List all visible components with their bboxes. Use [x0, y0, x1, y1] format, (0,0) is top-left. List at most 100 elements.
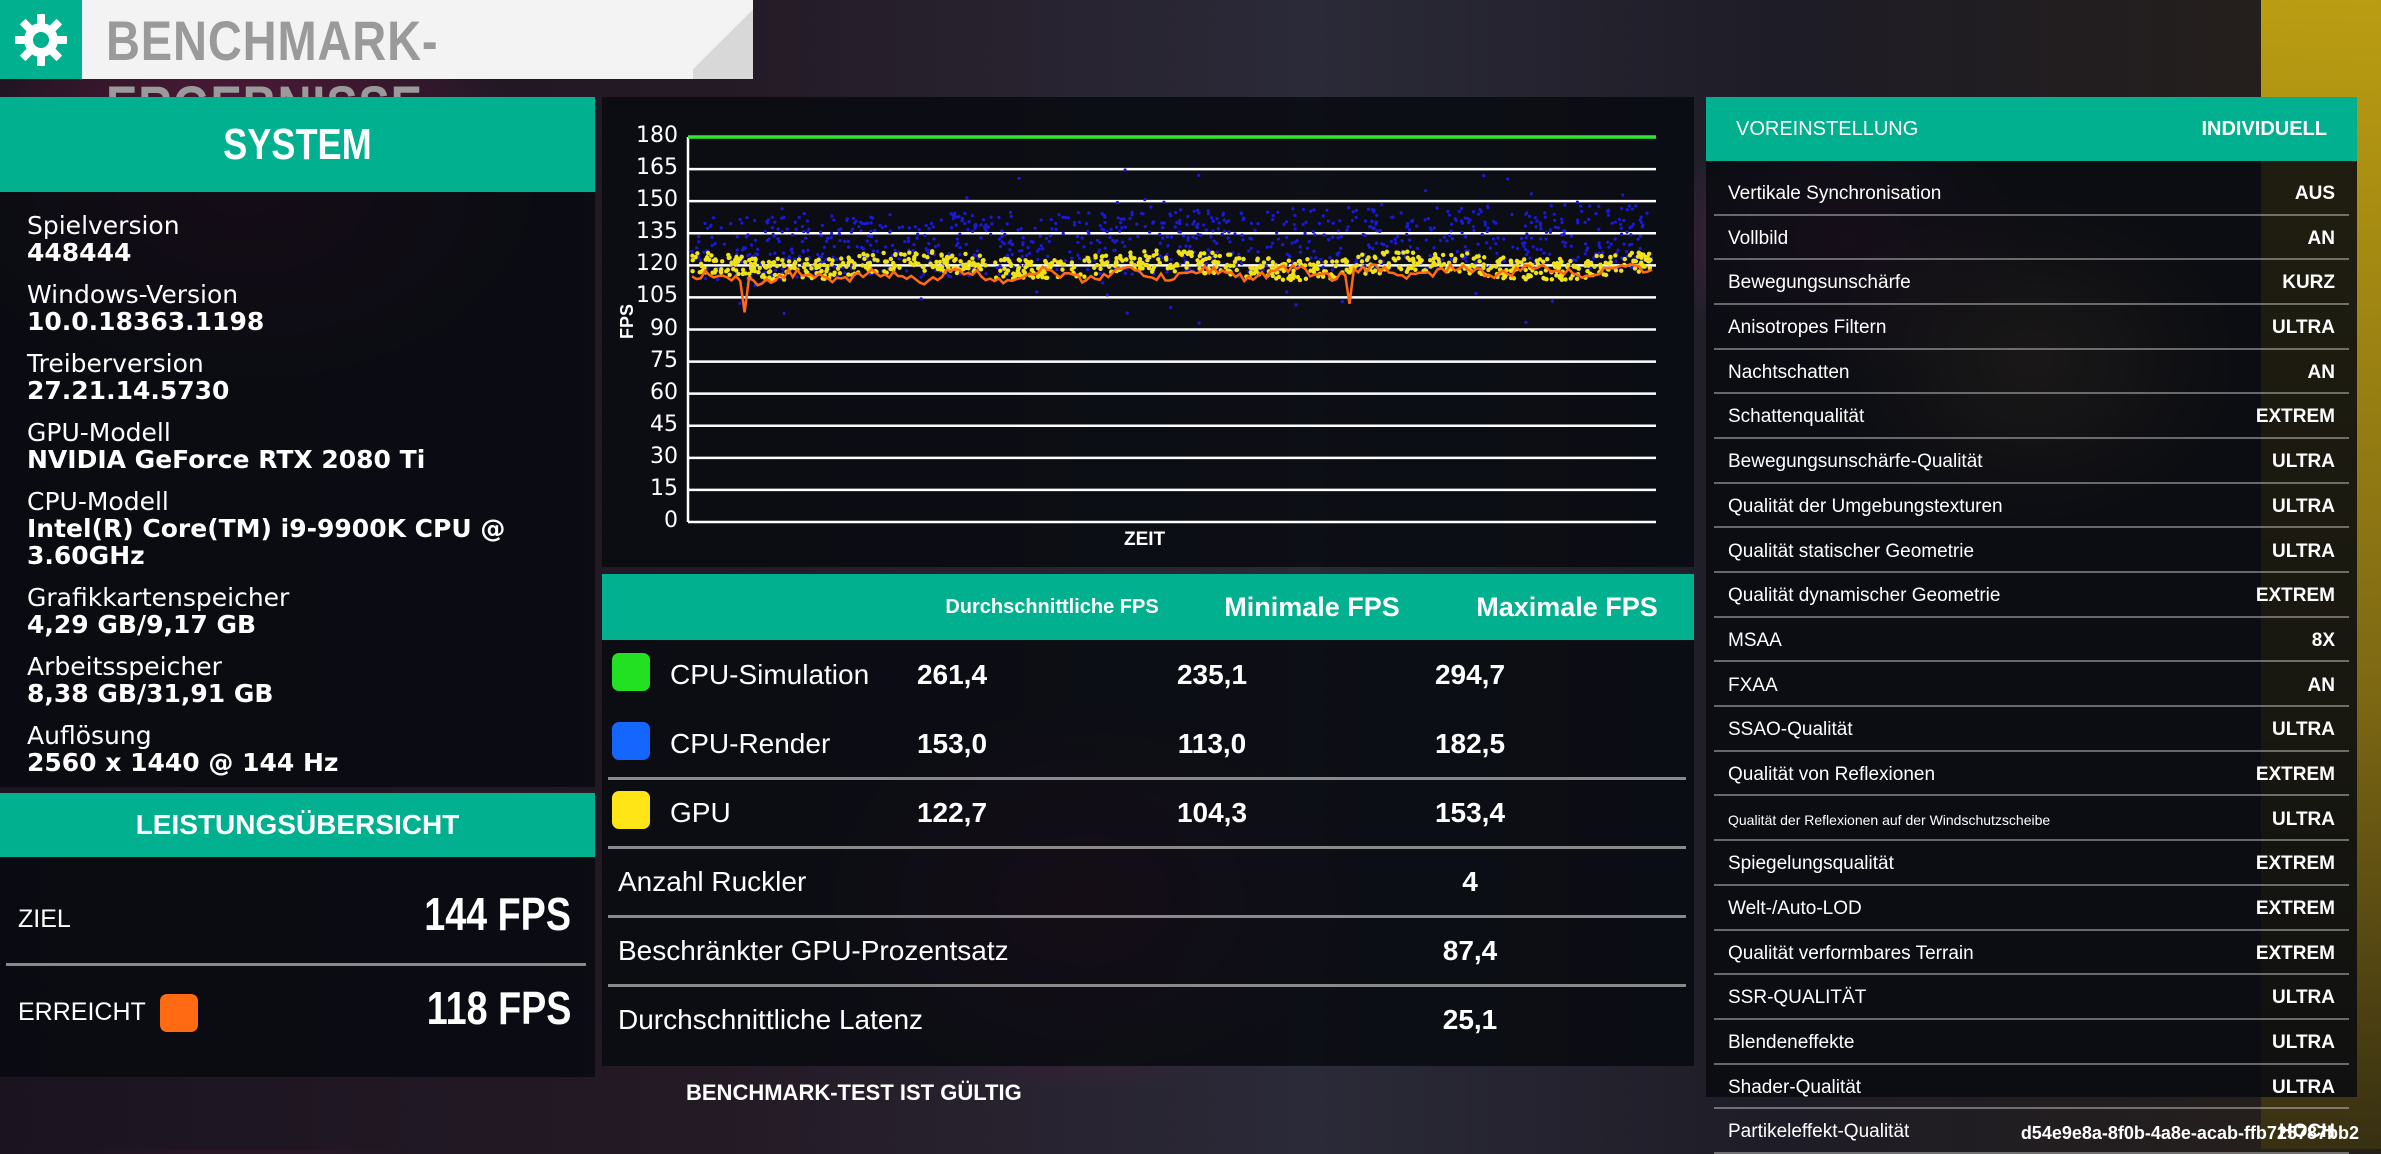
gpu-point [732, 258, 738, 263]
cpu-render-point [1161, 256, 1165, 260]
setting-row[interactable]: Bewegungsunschärfe KURZ [1714, 262, 2349, 305]
setting-name: Welt-/Auto-LOD [1728, 898, 1862, 919]
achieved-row: ERREICHT 118 FPS [0, 967, 595, 1057]
setting-row[interactable]: Schattenqualität EXTREM [1714, 396, 2349, 439]
cpu-render-point [1095, 238, 1100, 243]
preset-value: INDIVIDUELL [2201, 117, 2327, 140]
setting-row[interactable]: SSAO-Qualität ULTRA [1714, 709, 2349, 752]
cpu-render-point [791, 251, 795, 255]
cpu-render-point [820, 252, 825, 256]
setting-row[interactable]: MSAA 8X [1714, 620, 2349, 663]
cpu-render-point [1111, 238, 1115, 243]
gpu-point [690, 253, 695, 258]
setting-row[interactable]: SSR-QUALITÄT ULTRA [1714, 977, 2349, 1020]
cpu-render-point [1407, 228, 1412, 232]
cpu-render-point [1622, 218, 1626, 223]
cpu-render-point [1242, 216, 1246, 220]
gpu-point [821, 262, 827, 268]
system-info-label: GPU-Modell [27, 418, 171, 447]
gpu-point [934, 259, 939, 265]
cpu-render-point [995, 266, 999, 270]
gpu-point [851, 265, 857, 270]
cpu-render-point [1410, 219, 1414, 224]
gpu-point [1014, 271, 1020, 276]
cpu-render-point [888, 213, 892, 217]
gpu-point [1069, 267, 1075, 272]
cpu-render-point [1502, 237, 1506, 241]
setting-row[interactable]: Blendeneffekte ULTRA [1714, 1022, 2349, 1065]
cpu-render-point [1535, 219, 1539, 223]
setting-row[interactable]: Nachtschatten AN [1714, 352, 2349, 395]
cpu-render-point [1000, 235, 1004, 239]
cpu-render-point [1039, 218, 1043, 222]
cpu-render-point [1375, 213, 1379, 217]
gear-icon[interactable] [0, 0, 82, 79]
cpu-render-point [832, 244, 836, 249]
setting-row[interactable]: Qualität von Reflexionen EXTREM [1714, 754, 2349, 797]
gpu-point [1137, 256, 1143, 262]
setting-row[interactable]: Qualität statischer Geometrie ULTRA [1714, 531, 2349, 573]
gpu-point [1100, 262, 1105, 267]
cpu-render-point [1128, 237, 1132, 241]
cpu-render-point [1336, 229, 1340, 233]
stats-min-value: 113,0 [1177, 728, 1247, 759]
gpu-point [1613, 253, 1618, 258]
cpu-render-point [795, 275, 799, 279]
cpu-render-point [744, 235, 748, 239]
setting-row[interactable]: Qualität dynamischer Geometrie EXTREM [1714, 575, 2349, 618]
cpu-render-point [1609, 242, 1613, 246]
gpu-point [1170, 265, 1176, 270]
cpu-render-point [1576, 255, 1580, 259]
cpu-render-point [773, 251, 777, 255]
gpu-point [748, 266, 754, 271]
chart-plot [686, 135, 1656, 524]
setting-row[interactable]: Vertikale Synchronisation AUS [1714, 173, 2349, 216]
gpu-point [938, 267, 944, 272]
setting-row[interactable]: Bewegungsunschärfe-Qualität ULTRA [1714, 441, 2349, 484]
cpu-render-point [1511, 245, 1515, 249]
gpu-point [713, 258, 719, 264]
cpu-render-point [704, 276, 708, 281]
system-info-label: Windows-Version [27, 280, 239, 309]
gpu-point [937, 259, 943, 265]
setting-row[interactable]: Vollbild AN [1714, 218, 2349, 261]
cpu-render-point [1631, 222, 1635, 226]
gpu-point [1307, 262, 1313, 267]
settings-list: Vertikale Synchronisation AUS Vollbild AN Be… [1706, 173, 2357, 1154]
setting-row[interactable]: Welt-/Auto-LOD EXTREM [1714, 888, 2349, 931]
cpu-render-point [1215, 241, 1219, 245]
setting-row[interactable]: Spiegelungsqualität EXTREM [1714, 843, 2349, 886]
system-info-list: Spielversion 448444 Windows-Version 10.0.18… [0, 192, 595, 776]
gpu-point [1440, 252, 1446, 258]
cpu-render-point [1614, 220, 1618, 224]
setting-row[interactable]: Qualität verformbares Terrain EXTREM [1714, 933, 2349, 976]
setting-row[interactable]: Qualität der Reflexionen auf der Windsch… [1714, 799, 2349, 842]
cpu-render-point [1298, 250, 1303, 254]
cpu-render-point [1055, 268, 1059, 272]
gpu-point [1128, 250, 1133, 255]
gpu-point [1323, 259, 1328, 265]
setting-row[interactable]: Qualität der Umgebungstexturen ULTRA [1714, 486, 2349, 529]
cpu-render-point [1291, 207, 1295, 211]
setting-row[interactable]: FXAA AN [1714, 665, 2349, 708]
cpu-render-point [1123, 244, 1127, 248]
setting-row[interactable]: Anisotropes Filtern ULTRA [1714, 307, 2349, 350]
stats-row-name: GPU [670, 797, 731, 828]
cpu-render-point [1276, 210, 1280, 214]
gpu-point [1495, 259, 1500, 264]
setting-row[interactable]: Shader-Qualität ULTRA [1714, 1067, 2349, 1110]
cpu-render-point [1037, 247, 1041, 251]
gpu-point [733, 268, 739, 273]
gpu-point [767, 275, 772, 280]
gpu-point [1411, 259, 1416, 264]
stats-extra-value: 4 [1462, 866, 1478, 897]
setting-value: KURZ [2282, 272, 2335, 294]
gpu-point [977, 253, 983, 258]
cpu-render-point [705, 226, 710, 231]
gpu-point [1396, 250, 1401, 256]
cpu-render-point [1005, 253, 1010, 257]
setting-row[interactable]: Partikeleffekt-Qualität HOCH [1714, 1111, 2349, 1154]
cpu-render-point [1072, 223, 1076, 227]
cpu-render-point [1560, 220, 1564, 225]
system-panel: SYSTEM Spielversion 448444 Windows-Version… [0, 97, 595, 787]
